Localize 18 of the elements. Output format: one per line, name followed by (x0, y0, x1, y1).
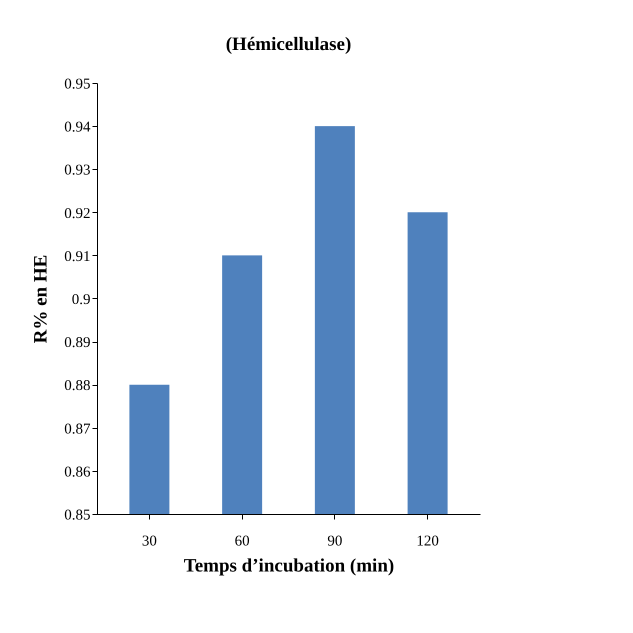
y-tick-label: 0.95 (64, 76, 90, 92)
y-tick-label: 0.93 (64, 162, 90, 179)
y-tick-label: 0.94 (64, 120, 91, 136)
x-tick-label: 120 (416, 534, 439, 550)
y-tick-label: 0.88 (64, 378, 90, 394)
chart-title: (Hémicellulase) (226, 34, 352, 55)
x-tick-label: 30 (142, 534, 157, 550)
y-tick-label: 0.86 (64, 464, 91, 480)
y-tick-label: 0.91 (64, 248, 90, 265)
y-tick-label: 0.92 (64, 206, 90, 222)
x-axis-title: Temps d’incubation (min) (184, 556, 394, 576)
y-axis-title: R% en HE (30, 254, 52, 344)
y-tick-label: 0.87 (64, 421, 91, 438)
y-tick-label: 0.85 (64, 508, 90, 524)
y-tick-label: 0.89 (64, 335, 90, 352)
x-tick-label: 60 (234, 534, 250, 550)
x-tick-label: 90 (327, 534, 342, 550)
y-tick-label: 0.9 (72, 292, 90, 308)
